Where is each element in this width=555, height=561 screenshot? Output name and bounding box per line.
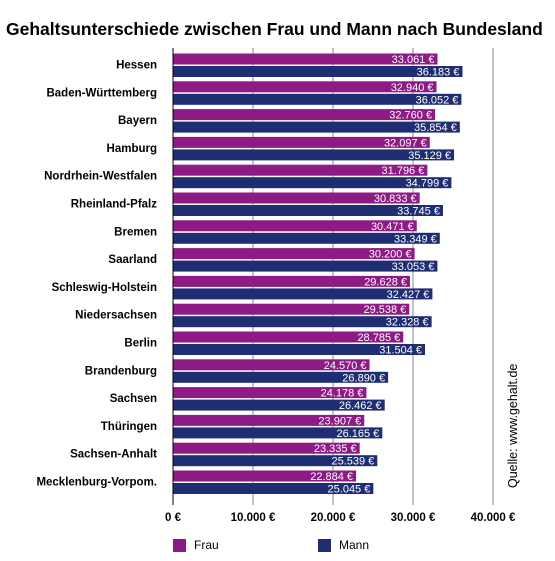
- data-label-mann: 25.539 €: [331, 456, 374, 468]
- bar-frau: [173, 109, 436, 121]
- bar-mann: [173, 177, 452, 189]
- data-label-frau: 30.200 €: [369, 249, 412, 261]
- bar-mann: [173, 288, 433, 300]
- data-label-mann: 25.045 €: [328, 484, 371, 496]
- data-label-mann: 33.349 €: [394, 233, 437, 245]
- bar-frau: [173, 81, 437, 93]
- data-label-frau: 32.940 €: [391, 82, 434, 94]
- category-label: Hamburg: [107, 143, 157, 155]
- bar-frau: [173, 220, 417, 232]
- data-label-frau: 32.760 €: [389, 110, 432, 122]
- bar-frau: [173, 359, 370, 371]
- x-tick-label: 0 €: [165, 512, 182, 524]
- data-label-frau: 28.785 €: [357, 332, 400, 344]
- legend-swatch-frau: [173, 538, 186, 552]
- bar-mann: [173, 483, 374, 494]
- data-label-mann: 32.427 €: [387, 289, 430, 301]
- category-label: Bayern: [118, 115, 157, 127]
- bar-mann: [173, 427, 383, 439]
- bar-mann: [173, 371, 389, 383]
- category-label: Berlin: [124, 338, 157, 350]
- data-label-frau: 24.178 €: [321, 388, 364, 400]
- x-tick-label: 20.000 €: [311, 512, 356, 524]
- bar-frau: [173, 303, 410, 315]
- data-label-frau: 33.061 €: [392, 54, 435, 66]
- legend-label-frau: Frau: [194, 538, 219, 552]
- data-label-mann: 26.165 €: [336, 428, 379, 440]
- bar-mann: [173, 260, 438, 272]
- bar-mann: [173, 149, 455, 161]
- legend-item-mann: Mann: [318, 538, 369, 552]
- data-label-mann: 35.854 €: [414, 122, 457, 134]
- bar-mann: [173, 344, 426, 355]
- chart-title: Gehaltsunterschiede zwischen Frau und Ma…: [6, 19, 543, 39]
- bar-frau: [173, 136, 430, 148]
- bar-frau: [173, 275, 411, 287]
- category-label: Baden-Württemberg: [46, 87, 157, 99]
- category-label: Mecklenburg-Vorpom.: [36, 477, 157, 489]
- bar-mann: [173, 205, 443, 216]
- data-label-mann: 32.328 €: [386, 317, 429, 329]
- data-label-frau: 24.570 €: [324, 360, 367, 372]
- category-label: Brandenburg: [85, 365, 157, 377]
- bar-frau: [173, 164, 428, 176]
- category-label: Hessen: [116, 60, 157, 72]
- bar-frau: [173, 192, 420, 204]
- category-label: Schleswig-Holstein: [52, 282, 157, 294]
- data-label-frau: 29.628 €: [364, 276, 407, 288]
- x-tick-label: 30.000 €: [391, 512, 436, 524]
- legend-item-frau: Frau: [173, 538, 219, 552]
- category-label: Sachsen-Anhalt: [70, 449, 157, 461]
- data-label-mann: 36.183 €: [417, 67, 460, 79]
- bar-frau: [173, 387, 367, 399]
- data-label-frau: 30.471 €: [371, 221, 414, 233]
- data-label-mann: 26.890 €: [342, 372, 385, 384]
- data-label-mann: 33.053 €: [392, 261, 435, 273]
- bar-mann: [173, 316, 432, 328]
- data-label-mann: 26.462 €: [339, 400, 382, 412]
- category-label: Sachsen: [110, 393, 157, 405]
- bar-frau: [173, 470, 357, 482]
- data-label-frau: 23.907 €: [318, 415, 361, 427]
- bar-mann: [173, 66, 463, 77]
- source-note: Quelle: www.gehalt.de: [506, 363, 520, 488]
- data-label-mann: 35.129 €: [408, 150, 451, 162]
- category-label: Bremen: [114, 226, 157, 238]
- bar-frau: [173, 331, 404, 343]
- data-label-frau: 23.335 €: [314, 443, 357, 455]
- category-label: Nordrhein-Westfalen: [44, 171, 157, 183]
- category-label: Rheinland-Pfalz: [71, 199, 158, 211]
- bar-frau: [173, 248, 415, 260]
- data-label-mann: 31.504 €: [379, 345, 422, 357]
- legend-swatch-mann: [318, 538, 331, 552]
- bar-mann: [173, 455, 378, 467]
- x-tick-label: 40.000 €: [471, 512, 516, 524]
- data-label-mann: 34.799 €: [406, 178, 449, 190]
- bar-mann: [173, 399, 385, 411]
- data-label-mann: 33.745 €: [397, 206, 440, 218]
- legend-label-mann: Mann: [339, 538, 370, 552]
- data-label-frau: 22.884 €: [310, 471, 353, 483]
- bar-frau: [173, 414, 365, 426]
- category-label: Thüringen: [101, 421, 157, 433]
- bar-frau: [173, 53, 438, 65]
- x-tick-label: 10.000 €: [231, 512, 276, 524]
- bar-mann: [173, 93, 462, 105]
- data-label-frau: 29.538 €: [363, 304, 406, 316]
- data-label-frau: 31.796 €: [382, 165, 425, 177]
- data-label-frau: 32.097 €: [384, 137, 427, 149]
- data-label-mann: 36.052 €: [416, 94, 459, 106]
- bar-frau: [173, 442, 360, 454]
- bar-mann: [173, 121, 460, 133]
- data-label-frau: 30.833 €: [374, 193, 417, 205]
- category-label: Niedersachsen: [75, 310, 157, 322]
- bar-mann: [173, 232, 440, 244]
- category-label: Saarland: [108, 254, 157, 266]
